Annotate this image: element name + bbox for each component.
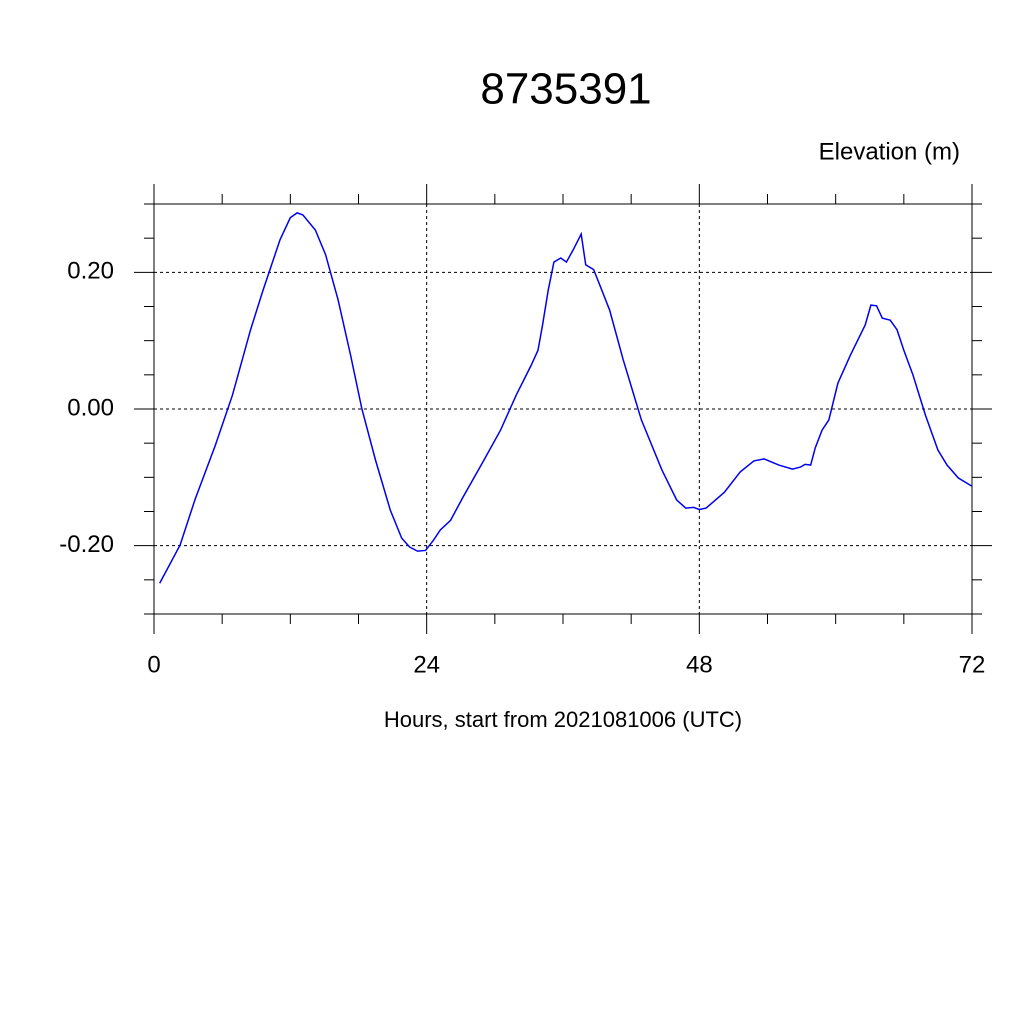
- x-tick-label: 24: [413, 651, 440, 678]
- y-tick-label: -0.20: [59, 531, 114, 558]
- x-tick-label: 0: [147, 651, 160, 678]
- chart-title: 8735391: [480, 65, 651, 114]
- x-tick-label: 48: [686, 651, 713, 678]
- data-line: [159, 212, 973, 584]
- x-tick-label: 72: [959, 651, 986, 678]
- x-axis-title: Hours, start from 2021081006 (UTC): [384, 707, 742, 732]
- y-axis-title: Elevation (m): [819, 138, 960, 165]
- y-tick-label: 0.00: [67, 394, 114, 421]
- y-tick-label: 0.20: [67, 258, 114, 285]
